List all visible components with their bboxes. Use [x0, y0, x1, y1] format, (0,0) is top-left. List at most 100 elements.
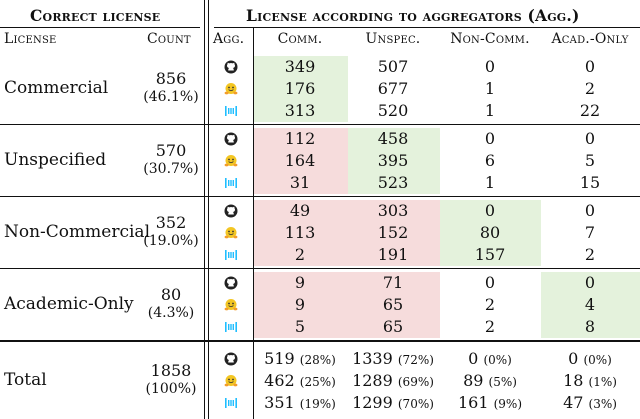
total-cell-value: 1299 — [352, 393, 393, 412]
col-header-acad: Acad.-Only — [551, 31, 629, 47]
table-cell: 157 — [474, 245, 506, 264]
total-cell-percent: (3%) — [588, 397, 617, 411]
table-cell: 65 — [382, 295, 404, 314]
table-cell: 9 — [294, 273, 306, 292]
github-icon — [224, 204, 238, 218]
table-cell: 2 — [484, 295, 496, 314]
total-cell-value: 351 — [264, 393, 295, 412]
github-icon — [224, 60, 238, 74]
agg-column-rule — [253, 27, 254, 419]
table-cell: 5 — [584, 151, 596, 170]
table-cell: 5 — [294, 317, 306, 336]
group-license-label: Non-Commercial — [4, 222, 151, 242]
paperswithcode-icon — [225, 322, 237, 332]
total-cell: 0 (0%) — [540, 349, 640, 370]
group-separator — [0, 124, 640, 125]
table-cell: 0 — [584, 273, 596, 292]
table-cell: 65 — [382, 317, 404, 336]
total-share: (100%) — [145, 381, 197, 397]
table-cell: 4 — [584, 295, 596, 314]
total-cell: 18 (1%) — [540, 371, 640, 392]
github-icon — [224, 276, 238, 290]
group-share: (46.1%) — [143, 89, 199, 105]
total-cell-percent: (72%) — [397, 353, 434, 367]
github-icon — [224, 352, 238, 366]
table-cell: 520 — [377, 101, 409, 120]
cell-highlight — [253, 200, 348, 266]
total-count: 1858 — [150, 361, 192, 380]
table-cell: 677 — [377, 79, 409, 98]
group-separator — [0, 196, 640, 197]
header-license-aggregators: License according to aggregators (Agg.) — [246, 6, 580, 25]
group-count: 352 — [155, 213, 187, 232]
group-share: (19.0%) — [143, 233, 199, 249]
table-cell: 0 — [484, 129, 496, 148]
table-cell: 22 — [579, 101, 601, 120]
total-cell-percent: (5%) — [488, 375, 517, 389]
total-cell-value: 519 — [264, 349, 295, 368]
double-rule-right — [208, 0, 209, 419]
total-cell-percent: (9%) — [493, 397, 523, 411]
group-separator — [0, 340, 640, 341]
table-cell: 0 — [584, 201, 596, 220]
table-cell: 458 — [377, 129, 409, 148]
cell-highlight — [253, 272, 348, 338]
cell-highlight — [253, 56, 348, 122]
paperswithcode-icon — [225, 178, 237, 188]
paperswithcode-icon — [225, 250, 237, 260]
col-header-comm: Comm. — [277, 31, 323, 47]
table-cell: 191 — [377, 245, 409, 264]
total-cell-percent: (1%) — [588, 375, 617, 389]
table-cell: 2 — [484, 317, 496, 336]
table-cell: 395 — [377, 151, 409, 170]
cell-highlight — [348, 272, 440, 338]
total-cell: 462 (25%) — [250, 371, 350, 392]
total-cell-value: 462 — [264, 371, 295, 390]
table-cell: 349 — [284, 57, 316, 76]
group-license-label: Commercial — [4, 78, 109, 98]
paperswithcode-icon — [225, 106, 237, 116]
header-underline-left — [0, 27, 200, 28]
total-cell: 47 (3%) — [540, 393, 640, 414]
table-cell: 0 — [484, 273, 496, 292]
table-cell: 112 — [284, 129, 316, 148]
total-cell: 1299 (70%) — [343, 393, 443, 414]
table-cell: 71 — [382, 273, 404, 292]
table-cell: 164 — [284, 151, 316, 170]
total-cell-percent: (0%) — [483, 353, 512, 367]
table-cell: 7 — [584, 223, 596, 242]
table-cell: 15 — [579, 173, 601, 192]
table-cell: 49 — [289, 201, 311, 220]
table-cell: 0 — [484, 57, 496, 76]
header-correct-license: Correct license — [30, 6, 161, 25]
total-cell-percent: (19%) — [299, 397, 336, 411]
group-separator — [0, 268, 640, 269]
paperswithcode-icon — [225, 398, 237, 408]
table-cell: 176 — [284, 79, 316, 98]
group-share: (30.7%) — [143, 161, 199, 177]
total-cell-percent: (0%) — [583, 353, 612, 367]
col-header-noncomm: Non-Comm. — [450, 31, 530, 47]
total-cell-value: 89 — [463, 371, 484, 390]
total-cell-value: 47 — [563, 393, 584, 412]
table-cell: 113 — [284, 223, 316, 242]
table-cell: 1 — [484, 173, 496, 192]
table-cell: 2 — [584, 79, 596, 98]
table-cell: 2 — [294, 245, 306, 264]
cell-highlight — [348, 128, 440, 194]
total-cell-percent: (69%) — [397, 375, 434, 389]
col-header-unspec: Unspec. — [365, 31, 421, 47]
table-cell: 0 — [484, 201, 496, 220]
table-cell: 0 — [584, 129, 596, 148]
table-cell: 507 — [377, 57, 409, 76]
table-cell: 313 — [284, 101, 316, 120]
huggingface-icon — [224, 83, 238, 95]
total-cell-value: 0 — [468, 349, 479, 368]
total-cell: 1289 (69%) — [343, 371, 443, 392]
double-rule-left — [204, 0, 205, 419]
total-cell-value: 0 — [568, 349, 579, 368]
total-separator-top — [0, 341, 640, 342]
total-cell-percent: (25%) — [299, 375, 336, 389]
table-cell: 9 — [294, 295, 306, 314]
total-cell: 0 (0%) — [440, 349, 540, 370]
